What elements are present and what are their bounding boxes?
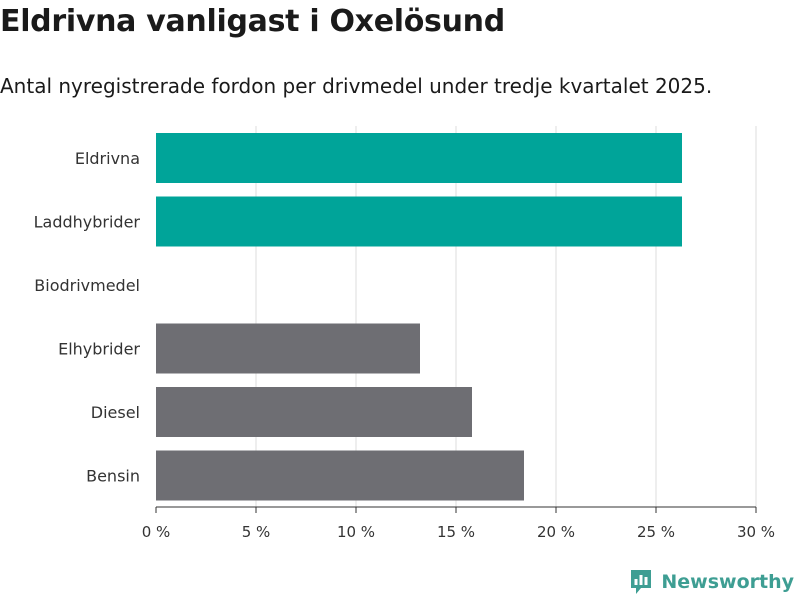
gridlines: [255, 126, 757, 507]
bar-elhybrider: [156, 323, 420, 374]
bar-laddhybrider: [156, 196, 682, 247]
bar-bensin: [156, 450, 524, 501]
bar-eldrivna: [156, 133, 682, 183]
category-label: Laddhybrider: [34, 213, 141, 232]
newsworthy-logo: Newsworthy: [629, 568, 794, 596]
x-tick-label: 0 %: [142, 523, 171, 541]
x-tick-label: 15 %: [437, 523, 475, 541]
category-label: Diesel: [91, 403, 140, 422]
category-labels: Eldrivna Laddhybrider Biodrivmedel Elhybrid…: [34, 149, 141, 486]
x-tick-label: 10 %: [337, 523, 375, 541]
category-label: Eldrivna: [75, 149, 140, 168]
x-tick-label: 20 %: [537, 523, 575, 541]
chart-subtitle: Antal nyregistrerade fordon per drivmede…: [0, 74, 713, 98]
x-axis: 0 % 5 % 10 % 15 % 20 % 25 % 30 %: [142, 506, 775, 541]
x-tick-label: 25 %: [637, 523, 675, 541]
x-tick-label: 30 %: [737, 523, 775, 541]
newsworthy-logo-text: Newsworthy: [661, 571, 794, 593]
x-tick-label: 5 %: [242, 523, 271, 541]
category-label: Biodrivmedel: [34, 276, 140, 295]
newsworthy-logo-icon: [631, 570, 652, 594]
bars: [156, 133, 682, 501]
bar-diesel: [156, 387, 472, 437]
category-label: Elhybrider: [58, 340, 140, 359]
category-label: Bensin: [86, 467, 140, 486]
chart-title: Eldrivna vanligast i Oxelösund: [0, 4, 505, 39]
